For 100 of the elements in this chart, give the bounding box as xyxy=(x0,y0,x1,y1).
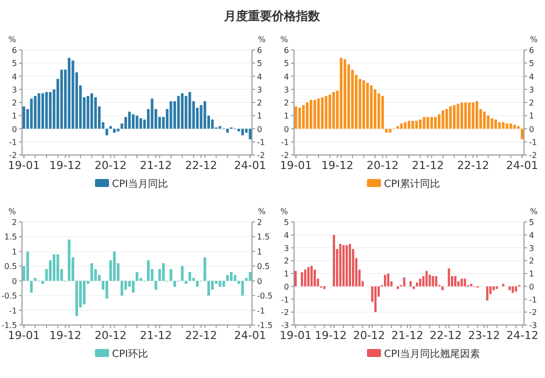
bar xyxy=(452,105,456,129)
bar xyxy=(387,274,390,286)
y2-tick-label: 0 xyxy=(257,124,262,134)
bar xyxy=(490,118,494,129)
y-tick-label: 5 xyxy=(12,59,17,68)
y-tick-label: 0 xyxy=(12,276,17,286)
bar xyxy=(428,274,431,286)
bar xyxy=(136,116,138,129)
bar xyxy=(470,284,472,286)
bar xyxy=(207,280,210,296)
x-tick-label: 20-12 xyxy=(94,159,127,172)
y2-tick-label: -0.5 xyxy=(257,292,273,301)
bar xyxy=(150,98,154,129)
bar xyxy=(294,270,297,286)
y2-axis-title: % xyxy=(258,35,266,44)
y-tick-label: 4 xyxy=(12,72,17,82)
bar xyxy=(435,276,438,286)
y-tick-label: 5 xyxy=(284,218,289,227)
x-tick-label: 19-01 xyxy=(280,329,312,342)
bar xyxy=(378,93,380,129)
bar xyxy=(22,106,26,129)
x-tick-label: 19-01 xyxy=(8,159,40,172)
bar xyxy=(34,96,37,129)
y-tick-label: -1 xyxy=(281,295,289,304)
bar xyxy=(306,102,309,129)
bar xyxy=(38,93,40,129)
bar xyxy=(154,280,158,290)
y-tick-label: -1 xyxy=(281,138,289,147)
x-tick-label: 19-12 xyxy=(49,159,82,172)
y-tick-label: 2 xyxy=(12,98,17,108)
bar xyxy=(400,124,403,129)
y2-tick-label: 4 xyxy=(529,230,534,240)
bar xyxy=(180,93,184,129)
y-tick-label: 1 xyxy=(12,112,17,121)
bar xyxy=(132,114,135,129)
bar xyxy=(218,280,222,287)
y-tick-label: -1 xyxy=(9,306,17,316)
x-tick-label: 21-12 xyxy=(412,159,444,172)
bar xyxy=(230,272,233,281)
x-tick-label: 22-12 xyxy=(430,329,462,342)
bar xyxy=(184,96,188,129)
bar xyxy=(496,286,498,289)
bar xyxy=(517,126,520,129)
y2-tick-label: 1 xyxy=(257,112,262,121)
y-tick-label: 2 xyxy=(12,218,17,227)
x-tick-label: 19-12 xyxy=(49,329,82,342)
bar xyxy=(180,266,184,281)
bar xyxy=(430,116,433,129)
y2-tick-label: -1 xyxy=(529,138,537,147)
x-tick-label: 22-12 xyxy=(457,159,490,172)
bar xyxy=(188,272,192,281)
y2-tick-label: 4 xyxy=(529,72,534,82)
y-tick-label: 6 xyxy=(284,46,289,55)
y-tick-label: 3 xyxy=(284,85,289,94)
bar xyxy=(30,98,33,129)
x-tick-label: 19-01 xyxy=(8,329,40,342)
y2-tick-label: -3 xyxy=(529,321,537,330)
bar xyxy=(486,116,490,129)
legend-label: CPI累计同比 xyxy=(384,178,440,190)
bar xyxy=(396,126,400,129)
y-tick-label: 6 xyxy=(12,46,17,55)
bar xyxy=(241,128,244,136)
bar xyxy=(502,284,504,286)
bar xyxy=(248,272,252,281)
bar xyxy=(344,59,346,129)
y2-tick-label: 4 xyxy=(257,72,262,82)
bar xyxy=(426,116,430,129)
bar xyxy=(314,270,316,286)
y2-tick-label: -2 xyxy=(529,308,537,318)
bar xyxy=(323,286,326,289)
bar xyxy=(416,282,418,286)
bar xyxy=(300,272,304,286)
y2-axis-title: % xyxy=(258,207,266,216)
bar xyxy=(409,281,412,286)
y2-tick-label: 0 xyxy=(257,276,262,286)
y2-tick-label: 0 xyxy=(529,282,534,292)
bar xyxy=(512,286,514,293)
y2-tick-label: 0.5 xyxy=(257,262,270,272)
legend-label: CPI当月同比 xyxy=(112,178,168,190)
legend-label: CPI环比 xyxy=(112,348,148,360)
bar xyxy=(456,104,460,129)
bar xyxy=(324,96,328,129)
y-axis-title: % xyxy=(280,35,288,44)
bar xyxy=(494,120,498,129)
bar xyxy=(26,251,29,281)
bar xyxy=(358,78,362,129)
y2-tick-label: 1 xyxy=(529,112,534,121)
bar xyxy=(68,240,70,281)
bar xyxy=(460,102,464,129)
y-tick-label: 2 xyxy=(284,98,289,108)
bar xyxy=(170,101,172,129)
y2-tick-label: 3 xyxy=(529,244,534,253)
bar xyxy=(177,96,180,129)
bar xyxy=(445,109,448,129)
bar xyxy=(48,92,52,129)
bar xyxy=(381,96,384,129)
x-tick-label: 23-12 xyxy=(468,329,500,342)
y-tick-label: -2 xyxy=(281,308,289,318)
bar xyxy=(340,58,342,129)
y-tick-label: 1 xyxy=(284,270,289,278)
